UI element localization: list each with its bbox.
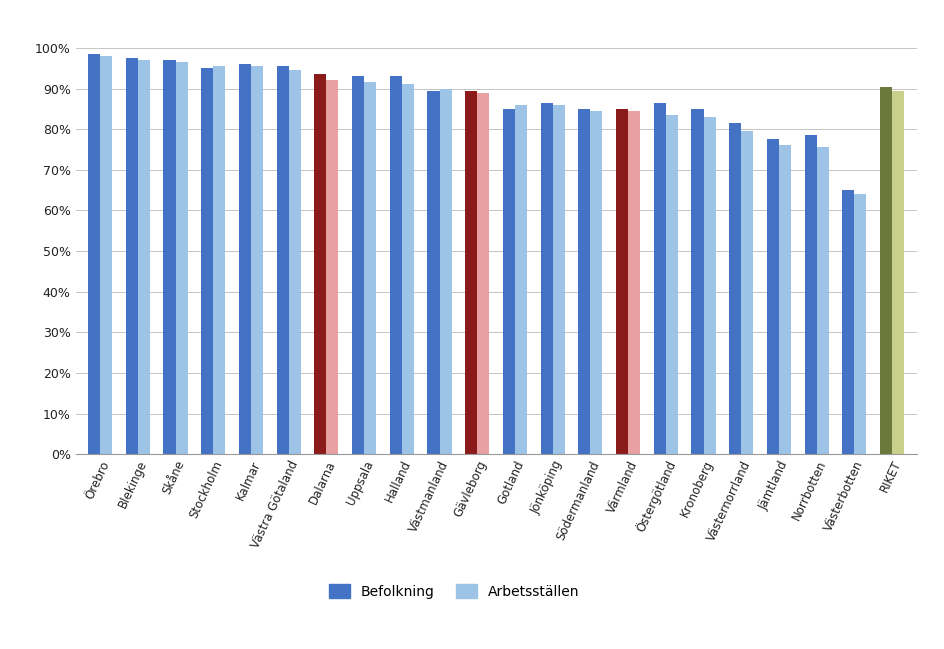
Bar [163, 60, 176, 454]
Bar [891, 91, 903, 454]
Bar [816, 147, 828, 454]
Bar [427, 91, 439, 454]
Bar [552, 104, 565, 454]
Bar [615, 109, 628, 454]
Bar [540, 103, 552, 454]
Bar [363, 82, 376, 454]
Bar [578, 109, 590, 454]
Bar [251, 66, 262, 454]
Bar [239, 64, 251, 454]
Bar [691, 109, 703, 454]
Bar [502, 109, 514, 454]
Bar [740, 131, 752, 454]
Bar [666, 115, 677, 454]
Bar [176, 62, 188, 454]
Bar [803, 135, 816, 454]
Bar [729, 123, 740, 454]
Bar [514, 104, 527, 454]
Bar [277, 66, 288, 454]
Bar [879, 86, 891, 454]
Bar [213, 66, 225, 454]
Bar [778, 145, 790, 454]
Bar [126, 58, 138, 454]
Bar [590, 111, 602, 454]
Bar [477, 93, 489, 454]
Bar [100, 56, 112, 454]
Bar [138, 60, 150, 454]
Bar [439, 88, 451, 454]
Bar [703, 117, 715, 454]
Bar [841, 190, 853, 454]
Bar [653, 103, 666, 454]
Bar [767, 140, 778, 454]
Bar [464, 91, 477, 454]
Bar [352, 77, 363, 454]
Legend: Befolkning, Arbetsställen: Befolkning, Arbetsställen [323, 579, 584, 604]
Bar [201, 68, 213, 454]
Bar [326, 80, 338, 454]
Bar [314, 75, 326, 454]
Bar [401, 84, 413, 454]
Bar [853, 194, 866, 454]
Bar [88, 54, 100, 454]
Bar [288, 70, 300, 454]
Bar [389, 77, 401, 454]
Bar [628, 111, 639, 454]
